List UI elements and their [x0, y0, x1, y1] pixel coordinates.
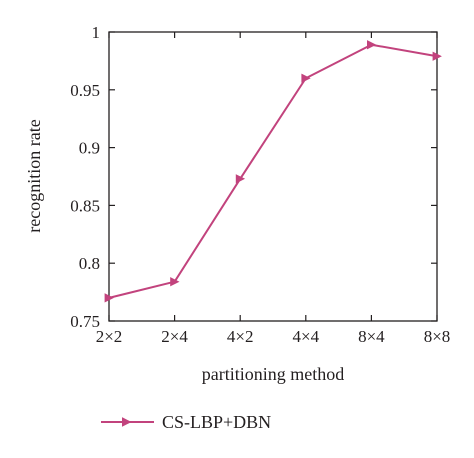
data-point-marker [170, 277, 180, 287]
data-point-marker [104, 293, 114, 303]
x-tick-label: 4×4 [293, 327, 320, 346]
y-tick-label: 0.8 [79, 254, 100, 273]
x-tick-label: 8×4 [358, 327, 385, 346]
y-tick-label: 0.75 [70, 312, 100, 331]
y-axis-title: recognition rate [24, 119, 44, 232]
legend-marker-icon [122, 417, 132, 427]
data-point-marker [301, 73, 311, 83]
x-tick-label: 4×2 [227, 327, 254, 346]
legend-label: CS-LBP+DBN [162, 412, 271, 432]
series-layer [104, 40, 442, 303]
y-tick-label: 0.85 [70, 196, 100, 215]
x-tick-label: 2×4 [161, 327, 188, 346]
legend: CS-LBP+DBN [101, 412, 271, 432]
y-tick-label: 0.9 [79, 139, 100, 158]
data-point-marker [432, 51, 442, 61]
series-line [108, 43, 438, 299]
data-point-marker [367, 40, 377, 50]
plot-frame [108, 31, 438, 322]
x-tick-label: 2×2 [96, 327, 123, 346]
y-tick-label: 1 [92, 23, 101, 42]
y-tick-label: 0.95 [70, 81, 100, 100]
x-tick-label: 8×8 [424, 327, 451, 346]
x-axis-title: partitioning method [202, 364, 344, 384]
data-point-marker [235, 174, 246, 184]
axis-ticks: 2×2 2×4 4×2 4×4 8×4 8×8 0.75 0.8 0.85 0.9 0.95 1 [70, 23, 450, 346]
